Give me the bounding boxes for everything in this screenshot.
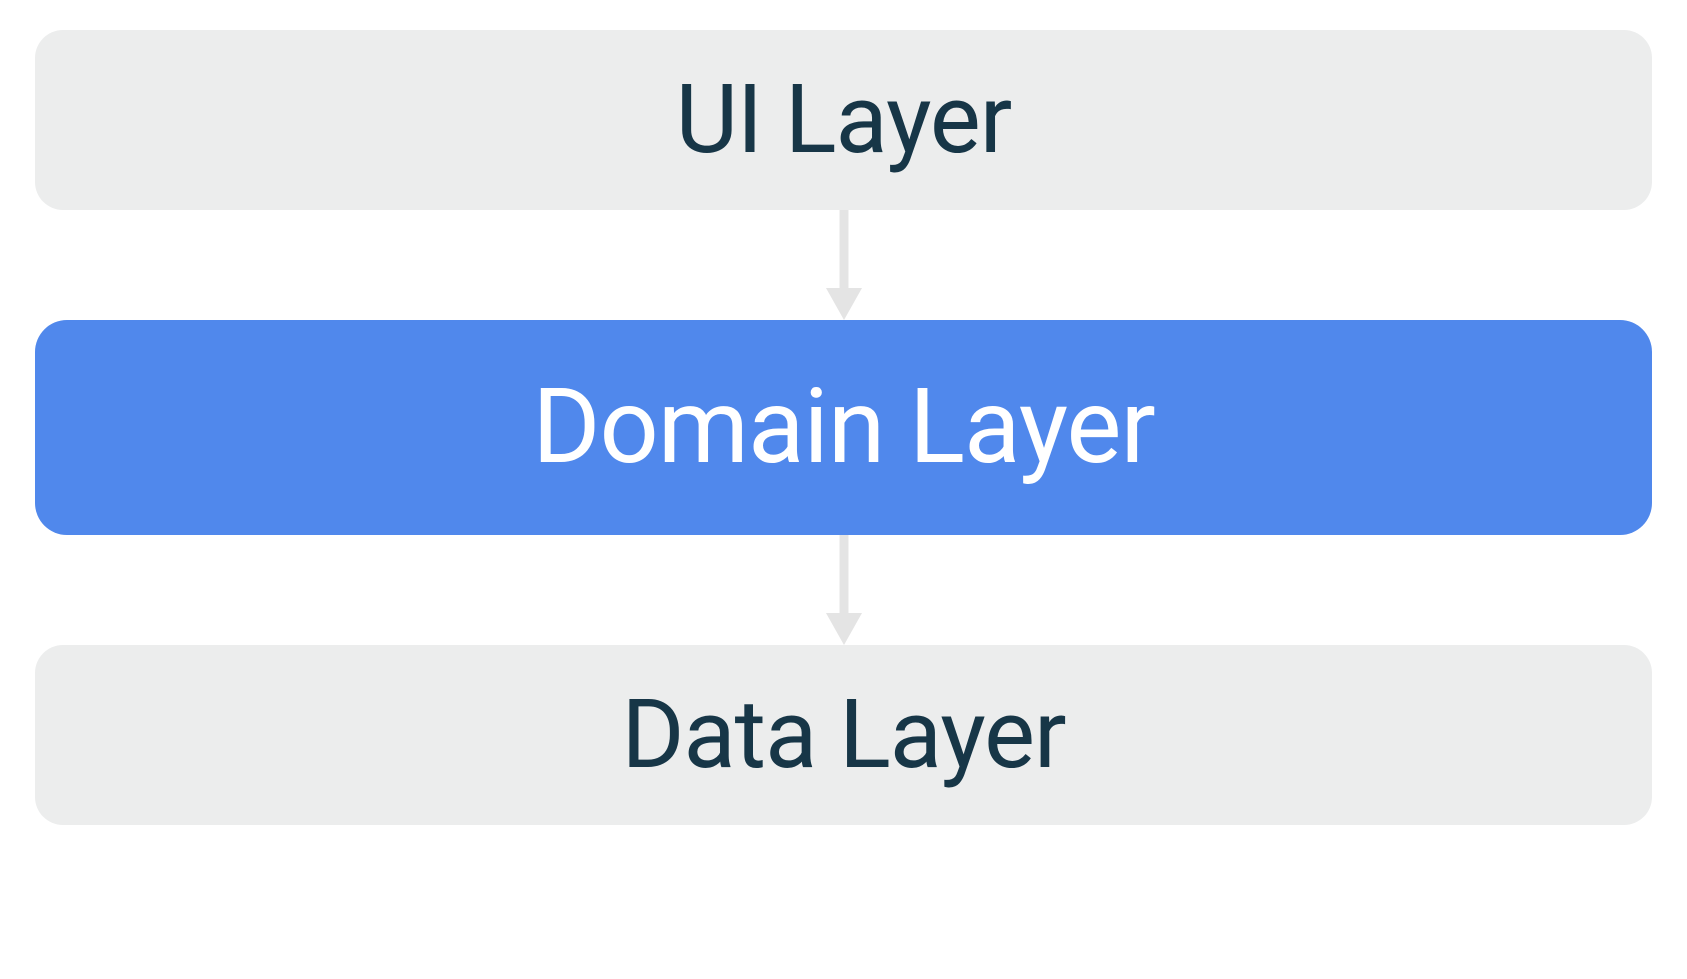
data-layer-box: Data Layer (35, 645, 1652, 825)
domain-layer-box: Domain Layer (35, 320, 1652, 535)
arrow-down-icon (814, 535, 874, 645)
arrow-down-icon (814, 210, 874, 320)
data-layer-label: Data Layer (621, 679, 1065, 791)
ui-layer-box: UI Layer (35, 30, 1652, 210)
arrow-ui-to-domain (814, 210, 874, 320)
ui-layer-label: UI Layer (676, 64, 1012, 176)
domain-layer-label: Domain Layer (532, 367, 1155, 488)
architecture-diagram: UI Layer Domain Layer Data Layer (35, 30, 1652, 825)
arrow-domain-to-data (814, 535, 874, 645)
